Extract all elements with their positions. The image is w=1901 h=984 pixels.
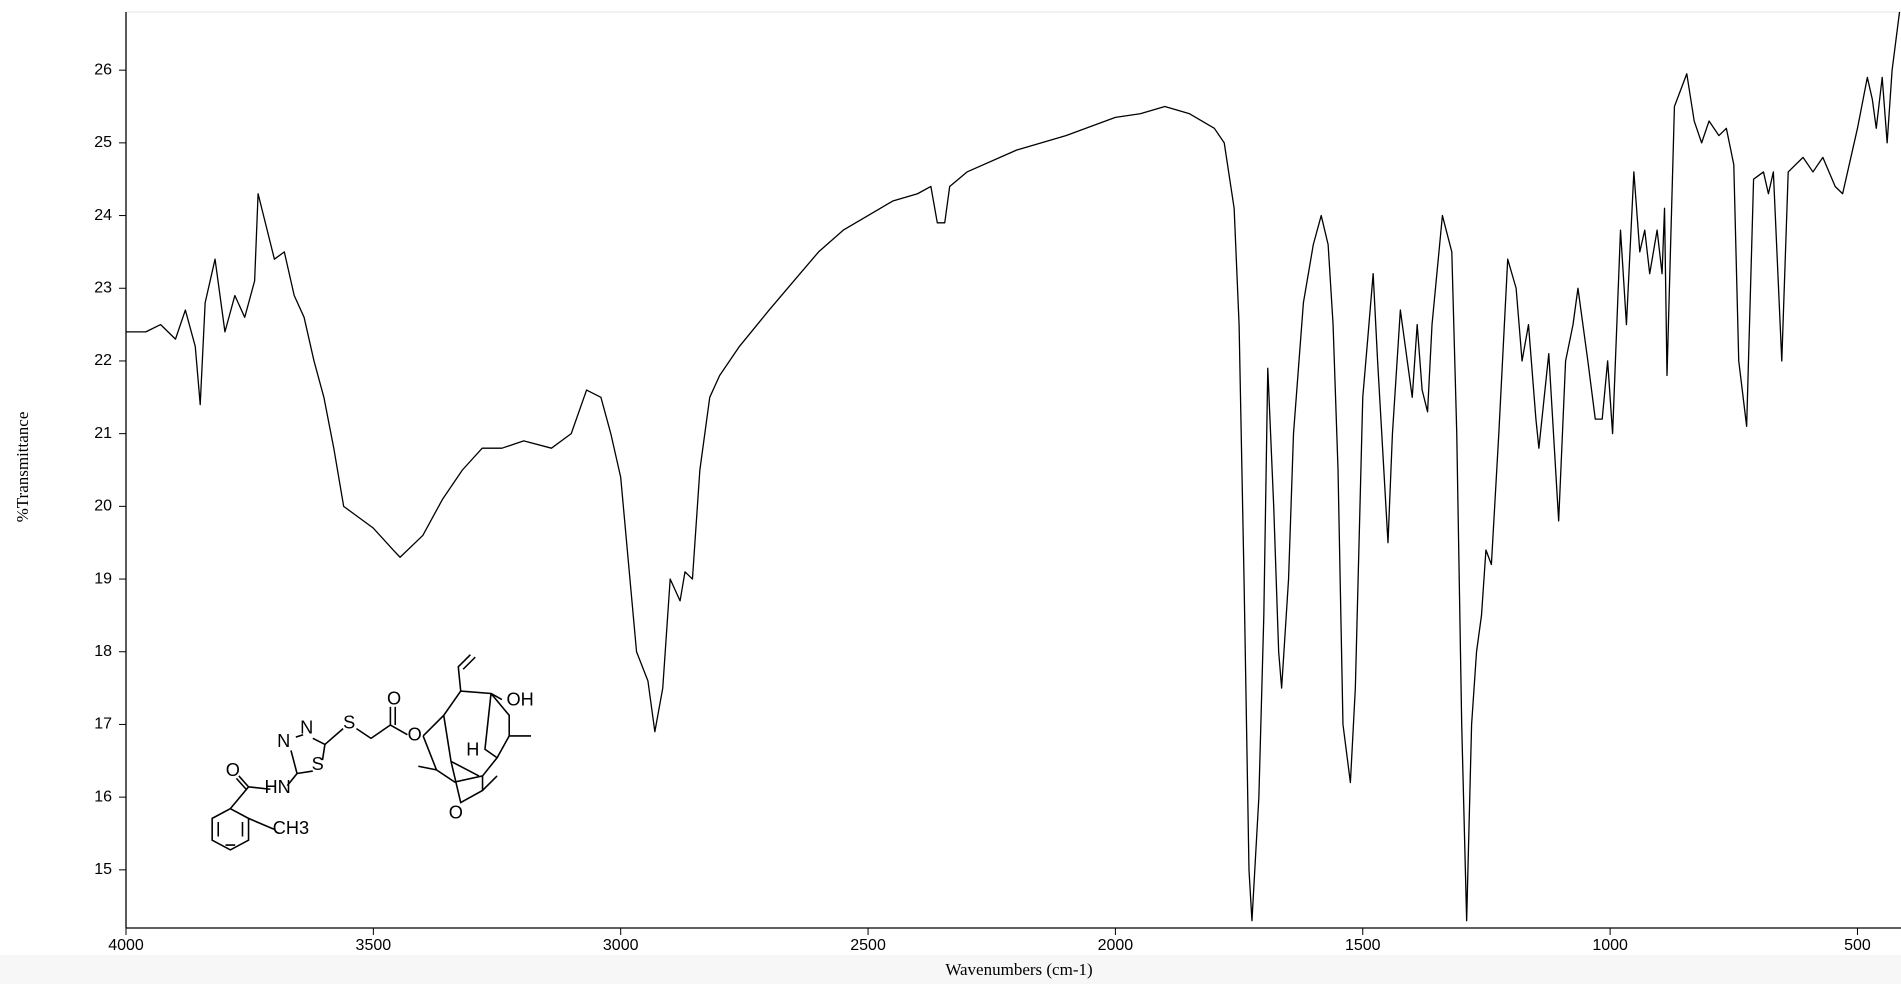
amide-bonds xyxy=(229,775,275,831)
x-tick-label: 1500 xyxy=(1345,937,1381,954)
linker-bonds xyxy=(324,706,408,746)
x-tick-label: 3000 xyxy=(603,937,639,954)
x-axis-title: Wavenumbers (cm-1) xyxy=(945,960,1092,979)
footer-strip xyxy=(0,955,1901,984)
y-tick-label: 25 xyxy=(94,134,112,151)
y-tick-label: 24 xyxy=(94,207,112,224)
atom-label: O xyxy=(449,802,463,822)
y-tick-label: 20 xyxy=(94,498,112,515)
y-tick-label: 18 xyxy=(94,643,112,660)
benzene-double-bonds xyxy=(217,822,244,846)
y-tick-label: 17 xyxy=(94,716,112,733)
y-tick-label: 15 xyxy=(94,861,112,878)
atom-label: CH3 xyxy=(273,818,309,838)
thiadiazole-ring xyxy=(286,733,326,787)
x-tick-label: 1000 xyxy=(1592,937,1628,954)
atom-label: OH xyxy=(506,690,533,710)
atom-label: S xyxy=(312,754,324,774)
atom-label: O xyxy=(408,725,422,745)
x-tick-label: 3500 xyxy=(356,937,392,954)
spectrum-line xyxy=(126,11,1901,922)
y-tick-label: 16 xyxy=(94,788,112,805)
x-tick-label: 2500 xyxy=(850,937,886,954)
y-tick-label: 19 xyxy=(94,570,112,587)
y-tick-label: 21 xyxy=(94,425,112,442)
atom-label: O xyxy=(226,760,240,780)
atom-label: HN xyxy=(265,777,291,797)
chemical-structure: N N S S HN O CH3 O O OH H O xyxy=(211,654,534,851)
atom-label: N xyxy=(300,717,313,737)
y-tick-label: 23 xyxy=(94,279,112,296)
y-tick-label: 22 xyxy=(94,352,112,369)
x-tick-label: 2000 xyxy=(1098,937,1134,954)
y-tick-label: 26 xyxy=(94,61,112,78)
atom-label: N xyxy=(277,731,290,751)
atom-label: H xyxy=(466,739,479,759)
x-tick-label: 4000 xyxy=(108,937,144,954)
atom-label: O xyxy=(387,688,401,708)
atom-label: S xyxy=(343,713,355,733)
cage-bonds xyxy=(418,654,532,804)
x-tick-label: 500 xyxy=(1844,937,1871,954)
y-axis-title: %Transmittance xyxy=(13,412,32,523)
